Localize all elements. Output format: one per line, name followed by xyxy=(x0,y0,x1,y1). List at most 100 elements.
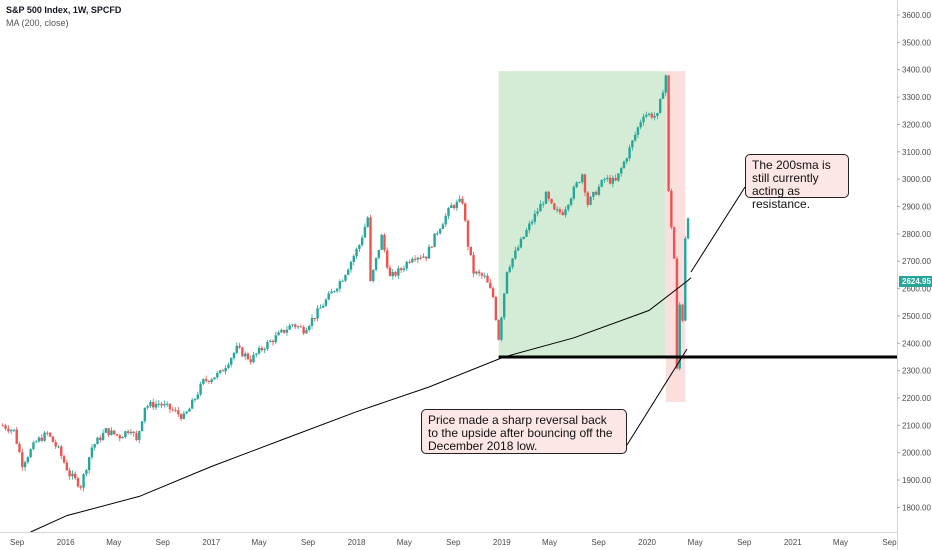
candle-body xyxy=(500,317,503,340)
candle-body xyxy=(188,408,191,412)
candle-body xyxy=(625,158,628,162)
candle-body xyxy=(4,425,7,429)
candle-body xyxy=(416,257,420,260)
candle-body xyxy=(338,281,342,289)
candle-body xyxy=(656,112,659,116)
y-axis: 1800.00 1900.00 2000.00 2100.00 2200.00 2300.… xyxy=(897,0,931,550)
candle-body xyxy=(636,127,640,135)
candle-body xyxy=(547,191,550,199)
candle-body xyxy=(333,291,336,293)
candle-body xyxy=(277,332,280,336)
candle-body xyxy=(606,177,609,180)
candle-body xyxy=(305,329,308,334)
candle-body xyxy=(168,403,172,410)
candle-body xyxy=(54,442,57,447)
candle-body xyxy=(586,192,589,205)
candle-body xyxy=(257,347,261,354)
candle-body xyxy=(241,347,244,357)
candle-body xyxy=(204,379,208,381)
y-tick-label: 2400.00 xyxy=(902,339,931,348)
candle-body xyxy=(221,370,225,372)
candle-body xyxy=(447,207,450,216)
candle-body xyxy=(191,399,194,409)
x-tick-label: 2018 xyxy=(348,538,366,547)
candle-body xyxy=(313,318,316,320)
candle-body xyxy=(349,261,353,270)
candle-body xyxy=(550,198,553,204)
candle-body xyxy=(79,486,82,488)
candle-body xyxy=(143,407,147,422)
candle-body xyxy=(9,430,13,432)
candle-body xyxy=(99,437,102,441)
x-tick-label: May xyxy=(397,538,412,547)
candle-body xyxy=(575,182,578,188)
x-tick-label: Sep xyxy=(10,538,25,547)
y-tick-label: 3300.00 xyxy=(902,93,931,102)
y-tick-label: 2600.00 xyxy=(902,285,931,294)
x-tick-label: 2020 xyxy=(638,538,656,547)
candle-body xyxy=(608,177,612,184)
candle-body xyxy=(104,428,108,433)
candle-body xyxy=(15,429,18,444)
x-tick-label: 2017 xyxy=(202,538,220,547)
candle-body xyxy=(600,180,603,187)
candle-body xyxy=(592,191,595,197)
candle-body xyxy=(149,401,152,407)
candle-body xyxy=(419,257,422,259)
candle-body xyxy=(561,212,564,216)
candle-body xyxy=(525,230,528,237)
candle-body xyxy=(185,411,188,414)
candle-body xyxy=(154,404,158,408)
y-tick-label: 2800.00 xyxy=(902,230,931,239)
candle-body xyxy=(413,258,417,260)
candle-body xyxy=(469,246,472,256)
y-tick-label: 3400.00 xyxy=(902,66,931,75)
candle-body xyxy=(475,271,478,274)
candle-body xyxy=(35,441,38,443)
candle-body xyxy=(597,186,601,195)
x-tick-label: Sep xyxy=(591,538,606,547)
candle-body xyxy=(76,478,80,487)
candle-body xyxy=(670,190,673,228)
candle-body xyxy=(260,347,264,350)
candle-body xyxy=(160,403,163,406)
candle-body xyxy=(664,75,667,93)
candle-body xyxy=(32,442,35,450)
candle-body xyxy=(294,324,297,327)
x-axis: Sep 2016 May Sep 2017 May Sep 2018 May Sep 2019 May… xyxy=(0,532,897,547)
candle-body xyxy=(308,325,311,330)
candle-body xyxy=(642,116,645,123)
x-tick-label: Sep xyxy=(156,538,171,547)
y-tick-label: 2900.00 xyxy=(902,203,931,212)
ma-line xyxy=(30,277,692,533)
candle-body xyxy=(528,223,531,231)
candle-body xyxy=(71,473,74,477)
candle-body xyxy=(40,437,43,441)
candle-body xyxy=(558,209,562,213)
legend-indicator: MA (200, close) xyxy=(6,18,69,28)
candle-body xyxy=(124,431,127,437)
candle-body xyxy=(497,319,500,340)
candle-body xyxy=(491,288,495,298)
callout-resistance: The 200sma is still currently acting as … xyxy=(745,154,849,211)
x-tick-label: 2016 xyxy=(57,538,75,547)
candle-body xyxy=(614,177,617,181)
legend-title: S&P 500 Index, 1W, SPCFD xyxy=(6,5,122,15)
candle-body xyxy=(372,269,375,281)
candle-body xyxy=(603,179,606,181)
candle-body xyxy=(369,217,372,281)
candle-body xyxy=(569,198,573,205)
candle-body xyxy=(18,443,21,453)
candle-body xyxy=(74,473,77,479)
candle-body xyxy=(383,234,386,251)
candle-body xyxy=(681,304,684,321)
candle-body xyxy=(408,261,411,263)
candle-body xyxy=(436,233,439,235)
candle-body xyxy=(207,380,211,383)
candle-body xyxy=(633,134,637,141)
x-tick-label: Sep xyxy=(882,538,897,547)
candle-body xyxy=(246,353,250,360)
candle-body xyxy=(594,191,598,195)
candle-body xyxy=(82,474,85,488)
candle-body xyxy=(422,256,425,258)
